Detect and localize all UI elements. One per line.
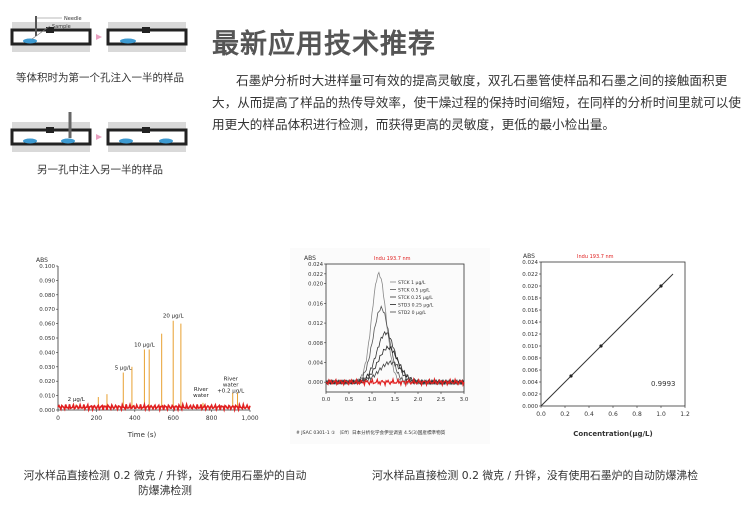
chart3-ytick-label: 0.008 (522, 356, 538, 362)
chart2-ytick-label: 0.016 (308, 301, 323, 307)
chart1-ytick-label: 0.050 (39, 336, 55, 342)
chart2-xtick-label: 3.0 (460, 397, 469, 403)
chart3-ytick-label: 0.022 (522, 272, 538, 278)
chart2-legend-entry: STD3 0.25 μg/L (398, 303, 434, 309)
chart1-peak-label: River (224, 377, 239, 383)
chart3-ytick-label: 0.012 (522, 332, 538, 338)
chart1-peak-label: 10 μg/L (134, 343, 156, 349)
chart2-legend-entry: STD2 0 μg/L (398, 310, 426, 316)
chart3-xtick-label: 0.0 (536, 411, 546, 418)
figure-caption-right: 河水样品直接检测 0.2 微克 / 升铧，没有使用石墨炉的自动防爆沸检 (371, 469, 699, 482)
chart2-xtick-label: 1.0 (368, 397, 377, 403)
chart3-annotation: Indu 193.7 nm (577, 254, 614, 260)
chart3-ytick-label: 0.018 (522, 296, 538, 302)
chart2-ytick-label: 0.012 (308, 321, 323, 327)
chart1-ylabel: ABS (36, 257, 48, 264)
chart3-ytick-label: 0.006 (522, 368, 538, 374)
chart1-baseline-series (57, 401, 251, 413)
chart2-ytick-label: 0.024 (308, 262, 324, 268)
chart2-ylabel: ABS (304, 255, 316, 262)
chart2-xtick-label: 2.0 (414, 397, 423, 403)
chart-river-water-timeline: ABS 0.100 0.090 0.080 0.070 0.060 0.050 0.040 0… (36, 257, 259, 439)
figure-caption-left: 河水样品直接检测 0.2 微克 / 升铧，没有使用石墨炉的自动防爆沸检测 (23, 469, 307, 497)
chart1-peak-label: 2 μg/L (68, 397, 86, 403)
chart2-ytick-label: 0.004 (308, 360, 324, 366)
graphite-tube-diagram-1: Needle Sample (10, 16, 188, 52)
chart2-ytick-label: 0.008 (308, 341, 323, 347)
chart1-ytick-label: 0.010 (39, 394, 55, 400)
sample-label: Sample (52, 24, 71, 30)
chart-absorbance-overlay: ABS Indu 193.7 nm 0.024 0.022 0.020 0.016 0.… (290, 248, 490, 444)
chart2-ytick-label: 0.000 (308, 380, 323, 386)
chart1-ytick-label: 0.090 (39, 278, 55, 284)
chart2-legend-entry: STCK 1 μg/L (398, 280, 426, 286)
chart3-ytick-label: 0.014 (522, 320, 538, 326)
chart3-data-point (599, 344, 603, 348)
chart3-ytick-label: 0.002 (522, 392, 538, 398)
chart1-peak-label: 20 μg/L (163, 314, 185, 320)
chart1-ytick-label: 0.070 (39, 307, 55, 313)
chart3-data-point (569, 374, 573, 378)
chart2-xtick-label: 2.5 (437, 397, 446, 403)
chart2-baseline-series (325, 376, 465, 388)
chart2-xtick-label: 1.5 (391, 397, 400, 403)
chart3-xtick-label: 1.0 (656, 411, 666, 418)
chart2-legend-entry: STCK 0.5 μg/L (398, 288, 430, 294)
chart1-peak-label: +0.2 μg/L (217, 389, 245, 395)
chart1-ytick-label: 0.040 (39, 350, 55, 356)
diagram-1-caption: 等体积时为第一个孔注入一半的样品 (16, 72, 184, 84)
chart1-xtick-label: 1,000 (241, 415, 258, 422)
chart3-ytick-label: 0.016 (522, 308, 538, 314)
chart3-xtick-label: 1.2 (680, 411, 690, 418)
diagram-2-caption: 另一孔中注入另一半的样品 (37, 164, 163, 176)
chart3-xtick-label: 0.6 (608, 411, 618, 418)
chart1-xtick-label: 0 (56, 415, 60, 422)
chart3-xtick-label: 0.4 (584, 411, 594, 418)
chart1-ytick-label: 0.000 (39, 408, 55, 414)
chart3-fit-line (540, 273, 674, 407)
chart3-ytick-label: 0.024 (522, 260, 538, 266)
chart1-ytick-label: 0.060 (39, 322, 55, 328)
chart1-ytick-label: 0.020 (39, 379, 55, 385)
chart3-xtick-label: 0.2 (560, 411, 570, 418)
chart1-xtick-label: 200 (91, 415, 103, 422)
chart3-ytick-label: 0.000 (522, 404, 538, 410)
chart1-ytick-label: 0.100 (39, 264, 55, 270)
chart3-data-point (659, 284, 663, 288)
chart2-legend-entry: STCK 0.25 μg/L (398, 295, 433, 301)
intro-paragraph: 石墨炉分析时大进样量可有效的提高灵敏度，双孔石墨管使样品和石墨之间的接触面积更大… (212, 73, 741, 132)
chart2-xtick-label: 0.5 (345, 397, 354, 403)
needle-label: Needle (64, 16, 82, 22)
chart-calibration-curve: ABS Indu 193.7 nm 0.024 0.020 0.016 0.012 0.… (522, 253, 690, 438)
chart2-ytick-label: 0.020 (308, 282, 323, 288)
chart3-xtick-label: 0.8 (632, 411, 642, 418)
graphite-tube-diagram-2 (10, 112, 188, 152)
chart1-peak-label: water (223, 383, 239, 389)
chart2-footnote: # JSAC 0301-1 ① （Eff）日本分析化学会伊豆调査 4.5(3)国… (296, 429, 446, 436)
page-title: 最新应用技术推荐 (212, 29, 436, 60)
chart3-r-value: 0.9993 (651, 380, 676, 388)
chart3-ytick-label: 0.010 (522, 344, 538, 350)
chart1-ytick-label: 0.080 (39, 293, 55, 299)
chart1-xtick-label: 800 (206, 415, 218, 422)
chart2-annotation: Indu 193.7 nm (374, 256, 411, 262)
chart1-ytick-label: 0.030 (39, 365, 55, 371)
chart3-ytick-label: 0.004 (522, 380, 538, 386)
chart3-xlabel: Concentration(μg/L) (573, 430, 652, 438)
chart1-peak-label: River (194, 387, 209, 393)
chart1-xtick-label: 600 (167, 415, 179, 422)
chart1-peak-label: water (193, 393, 209, 399)
chart1-xlabel: Time (s) (127, 431, 157, 439)
chart1-peak-label: 5 μg/L (115, 366, 133, 372)
chart2-xtick-label: 0.0 (322, 397, 331, 403)
chart2-ytick-label: 0.022 (308, 272, 323, 278)
chart3-ytick-label: 0.020 (522, 284, 538, 290)
chart1-xtick-label: 400 (129, 415, 141, 422)
chart3-ylabel: ABS (523, 253, 535, 260)
